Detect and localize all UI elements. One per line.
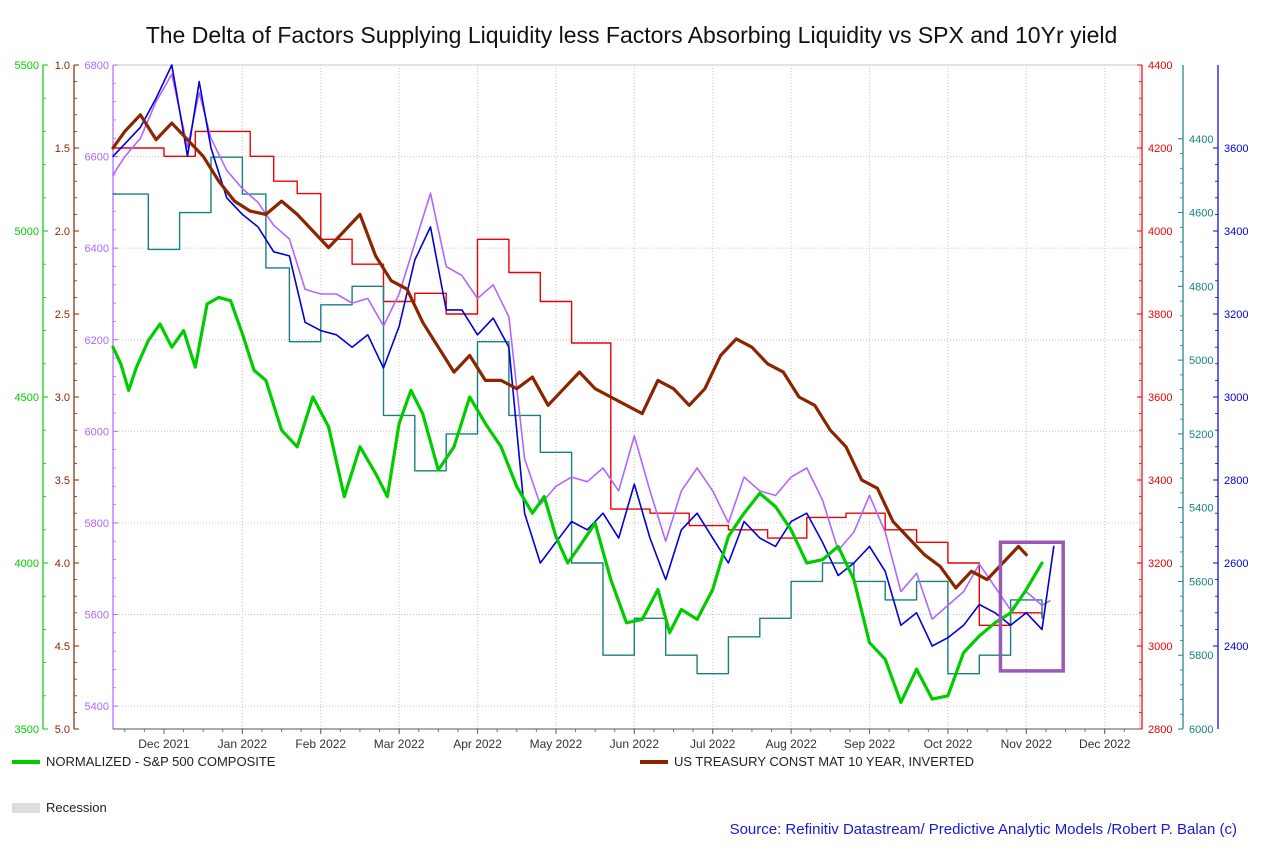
x-tick-label: Feb 2022 xyxy=(295,737,346,751)
series-line-normalized-s-p-500-composite xyxy=(111,295,1044,704)
spx-tick-label: 4000 xyxy=(15,558,39,570)
axis-layer: 3500 4000 4500 5000 5500 1.0 1.5 2.0 2.5 3.0 3.5 4.… xyxy=(15,60,1249,736)
series-layer xyxy=(111,64,1055,704)
red-tick-label: 3200 xyxy=(1148,558,1172,570)
spx-tick-label: 5500 xyxy=(15,60,39,72)
yield-tick-label: 3.5 xyxy=(55,475,70,487)
spx-tick-label: 4500 xyxy=(15,392,39,404)
teal-tick-label: 5000 xyxy=(1189,355,1213,367)
series-line-purple-series xyxy=(112,73,1051,620)
blue-tick-label: 3000 xyxy=(1224,392,1248,404)
x-tick-label: Nov 2022 xyxy=(1001,737,1053,751)
series-line-blue-series xyxy=(112,64,1055,647)
red-tick-label: 4400 xyxy=(1148,60,1172,72)
red-tick-label: 3000 xyxy=(1148,641,1172,653)
series-line-red-series xyxy=(112,130,1043,626)
purple-tick-label: 6400 xyxy=(85,243,109,255)
purple-tick-label: 6000 xyxy=(85,426,109,438)
blue-tick-label: 3400 xyxy=(1224,226,1248,238)
yield-tick-label: 3.0 xyxy=(55,392,70,404)
blue-tick-label: 3200 xyxy=(1224,309,1248,321)
teal-tick-label: 4800 xyxy=(1189,281,1213,293)
teal-tick-label: 5800 xyxy=(1189,650,1213,662)
purple-tick-label: 6800 xyxy=(85,60,109,72)
teal-tick-label: 6000 xyxy=(1189,724,1213,736)
yield-tick-label: 5.0 xyxy=(55,724,70,736)
x-tick-label: May 2022 xyxy=(530,737,583,751)
yield-tick-label: 4.0 xyxy=(55,558,70,570)
legend-recession: Recession xyxy=(12,800,107,815)
yield-tick-label: 1.5 xyxy=(55,143,70,155)
chart-title: The Delta of Factors Supplying Liquidity… xyxy=(145,22,1118,48)
spx-tick-label: 3500 xyxy=(15,724,39,736)
x-tick-layer: Dec 2021 Jan 2022 Feb 2022 Mar 2022 Apr 2022… xyxy=(113,728,1140,751)
legend-treasury-swatch xyxy=(640,759,668,764)
source-note: Source: Refinitiv Datastream/ Predictive… xyxy=(729,821,1237,838)
purple-tick-label: 5800 xyxy=(85,518,109,530)
x-tick-label: Oct 2022 xyxy=(924,737,973,751)
red-tick-label: 2800 xyxy=(1148,724,1172,736)
x-tick-label: Dec 2021 xyxy=(138,737,190,751)
red-tick-label: 4000 xyxy=(1148,226,1172,238)
x-tick-label: Aug 2022 xyxy=(765,737,817,751)
x-tick-label: Apr 2022 xyxy=(453,737,502,751)
series-line-teal-series xyxy=(112,156,1043,675)
legend-spx-label: NORMALIZED - S&P 500 COMPOSITE xyxy=(46,754,276,769)
legend-spx: NORMALIZED - S&P 500 COMPOSITE xyxy=(12,754,275,769)
x-tick-label: Jun 2022 xyxy=(610,737,660,751)
yield-tick-label: 1.0 xyxy=(55,60,70,72)
spx-tick-label: 5000 xyxy=(15,226,39,238)
purple-tick-label: 6200 xyxy=(85,335,109,347)
purple-tick-label: 6600 xyxy=(85,152,109,164)
legend-recession-swatch xyxy=(12,802,40,813)
yield-tick-label: 2.5 xyxy=(55,309,70,321)
series-line-us-treasury-const-mat-10-year-inverted xyxy=(111,113,1028,590)
teal-tick-label: 5200 xyxy=(1189,429,1213,441)
yield-tick-label: 2.0 xyxy=(55,226,70,238)
blue-tick-label: 2600 xyxy=(1224,558,1248,570)
blue-tick-label: 2800 xyxy=(1224,475,1248,487)
x-tick-label: Dec 2022 xyxy=(1079,737,1131,751)
red-tick-label: 4200 xyxy=(1148,143,1172,155)
legend-recession-label: Recession xyxy=(46,800,107,815)
x-tick-label: Jul 2022 xyxy=(690,737,736,751)
x-tick-label: Jan 2022 xyxy=(218,737,268,751)
blue-tick-label: 3600 xyxy=(1224,143,1248,155)
yield-tick-label: 4.5 xyxy=(55,641,70,653)
teal-tick-label: 4400 xyxy=(1189,134,1213,146)
teal-tick-label: 4600 xyxy=(1189,208,1213,220)
legend-treasury: US TREASURY CONST MAT 10 YEAR, INVERTED xyxy=(640,754,974,769)
teal-tick-label: 5400 xyxy=(1189,503,1213,515)
red-tick-label: 3600 xyxy=(1148,392,1172,404)
purple-tick-label: 5600 xyxy=(85,610,109,622)
purple-tick-label: 5400 xyxy=(85,701,109,713)
legend-treasury-label: US TREASURY CONST MAT 10 YEAR, INVERTED xyxy=(674,754,975,769)
teal-tick-label: 5600 xyxy=(1189,576,1213,588)
red-tick-label: 3800 xyxy=(1148,309,1172,321)
x-tick-label: Mar 2022 xyxy=(374,737,425,751)
red-tick-label: 3400 xyxy=(1148,475,1172,487)
x-tick-label: Sep 2022 xyxy=(844,737,896,751)
highlight-box xyxy=(998,540,1065,673)
legend-spx-swatch xyxy=(12,759,40,764)
annotation-layer xyxy=(998,540,1065,673)
blue-tick-label: 2400 xyxy=(1224,641,1248,653)
